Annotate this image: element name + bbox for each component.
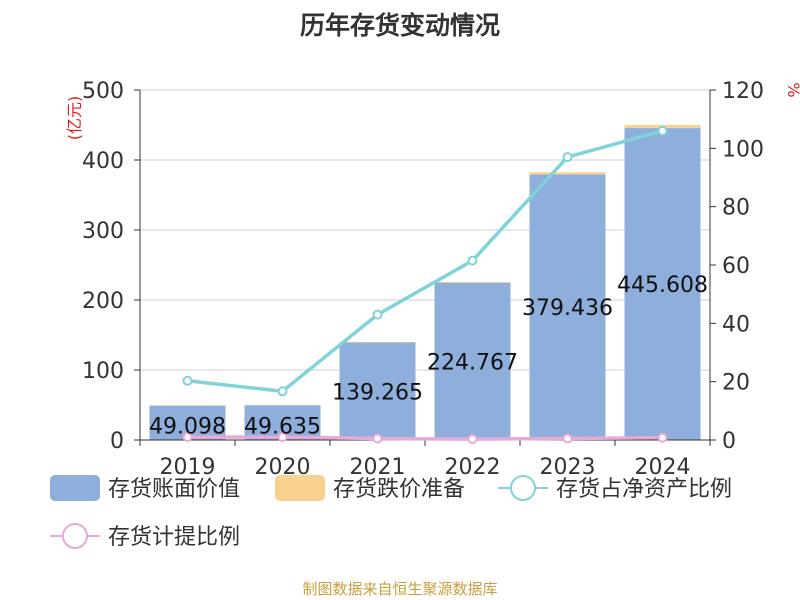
series-point (562, 433, 573, 444)
bar-data-label: 49.635 (244, 414, 321, 439)
bar-book-value (339, 342, 416, 440)
x-tick-label: 2022 (445, 455, 501, 480)
series-line (187, 435, 663, 441)
legend-swatch-marker (510, 475, 536, 501)
y-left-tick-label: 100 (82, 359, 124, 384)
lines (182, 125, 668, 445)
bar-data-label: 379.436 (522, 296, 613, 321)
x-tick-label: 2019 (160, 455, 216, 480)
y-left-tick-label: 200 (82, 289, 124, 314)
bar-book-value (529, 174, 606, 440)
legend-label: 存货计提比例 (108, 525, 240, 550)
bar-impairment (434, 282, 511, 283)
series-point (182, 375, 193, 386)
y-left-tick-label: 0 (110, 429, 124, 454)
y-left-tick-label: 400 (82, 149, 124, 174)
series-point (277, 386, 288, 397)
bar-data-label: 445.608 (617, 273, 708, 298)
chart-title: 历年存货变动情况 (299, 11, 500, 40)
bars (149, 124, 701, 440)
series-point (657, 432, 668, 443)
bar-impairment (339, 341, 416, 343)
series-point (657, 125, 668, 136)
legend-label: 存货占净资产比例 (556, 477, 732, 502)
bar-data-label: 139.265 (332, 380, 423, 405)
y-right-tick-label: 40 (722, 312, 750, 337)
x-tick-label: 2023 (540, 455, 596, 480)
bar-data-label: 224.767 (427, 350, 518, 375)
bar-book-value (434, 282, 511, 440)
axes: 0 100 200 300 400 500 0 20 40 60 80 100 120 (亿元)% 2019… (65, 79, 800, 480)
bar-book-value (624, 128, 701, 440)
y-left-tick-label: 500 (82, 79, 124, 104)
x-tick-label: 2021 (350, 455, 406, 480)
legend-swatch-marker (62, 523, 88, 549)
bar-impairment (529, 172, 606, 175)
y-left-unit: (亿元) (65, 96, 84, 141)
legend-swatch (50, 475, 100, 501)
series-point (372, 433, 383, 444)
series-line (187, 129, 663, 394)
source-note: 制图数据来自恒生聚源数据库 (302, 580, 498, 598)
bar-data-label: 49.098 (149, 415, 226, 440)
series-point (467, 434, 478, 445)
legend-label: 存货账面价值 (108, 477, 240, 502)
series-point (277, 432, 288, 443)
legend-swatch (275, 475, 325, 501)
series-point (467, 255, 478, 266)
y-right-tick-label: 120 (722, 79, 764, 104)
legend-label: 存货跌价准备 (333, 477, 465, 502)
y-right-tick-label: 60 (722, 254, 750, 279)
y-right-tick-label: 100 (722, 137, 764, 162)
y-left-tick-label: 300 (82, 219, 124, 244)
y-right-tick-label: 80 (722, 196, 750, 221)
series-point (182, 432, 193, 443)
y-right-tick-label: 0 (722, 429, 736, 454)
x-tick-label: 2024 (635, 455, 691, 480)
y-right-unit: % (784, 82, 800, 97)
series-point (372, 309, 383, 320)
series-point (562, 152, 573, 163)
y-right-tick-label: 20 (722, 371, 750, 396)
